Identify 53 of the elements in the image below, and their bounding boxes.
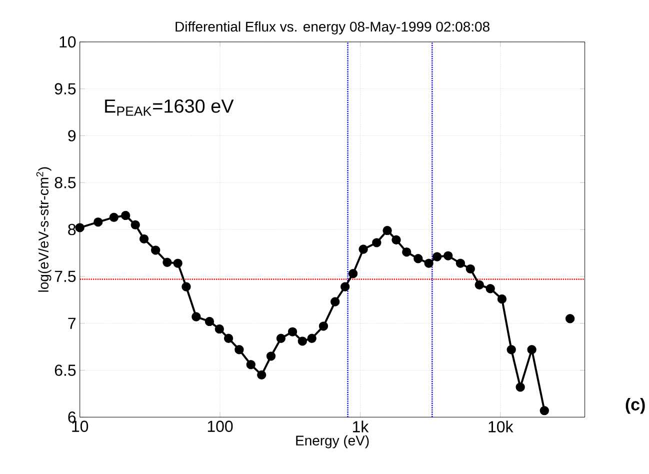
point	[497, 294, 507, 304]
y-tick-label: 6	[68, 411, 76, 423]
x-tick-label: 100	[208, 420, 233, 432]
point	[486, 284, 495, 294]
point	[224, 334, 234, 343]
point	[288, 327, 298, 336]
point	[266, 352, 276, 361]
point	[382, 226, 392, 236]
point	[109, 212, 118, 222]
point	[257, 370, 266, 380]
x-tick-label: 10k	[488, 420, 514, 432]
point	[182, 282, 191, 292]
point	[340, 282, 350, 292]
point	[414, 254, 423, 264]
y-tick-label: 10	[60, 36, 76, 48]
point	[246, 360, 256, 370]
y-tick-label: 6.5	[54, 364, 76, 376]
point	[506, 345, 516, 354]
point	[173, 258, 182, 268]
point	[276, 334, 286, 343]
point	[307, 334, 316, 343]
y-tick-label: 7.5	[54, 270, 76, 282]
point	[424, 258, 434, 268]
point	[444, 251, 453, 260]
y-tick-label: 9	[68, 130, 76, 142]
y-tick-label: 9.5	[54, 83, 76, 94]
y-tick-label: 8	[68, 224, 76, 236]
point	[474, 280, 484, 290]
point	[402, 247, 412, 257]
point	[214, 324, 224, 334]
point	[456, 258, 466, 268]
point	[150, 246, 160, 255]
y-tick-label: 8.5	[54, 176, 76, 188]
point	[330, 297, 340, 306]
annotation: E$_{PEAK}$=1630 eV	[105, 99, 234, 116]
x-tick-label: 1k	[353, 420, 369, 432]
point	[234, 345, 244, 354]
chart-title: Differential Eflux vs. energy 08-May-1999 02:08:08	[176, 21, 490, 34]
point	[527, 345, 536, 354]
point	[298, 336, 308, 346]
point	[130, 220, 140, 230]
y-axis-title: log(eV/eV-s-str-cm$^{2}$)	[36, 167, 52, 292]
point	[392, 235, 401, 244]
point	[204, 316, 214, 326]
point	[318, 322, 328, 331]
y-tick-label: 7	[68, 318, 76, 329]
point	[540, 406, 550, 416]
point	[162, 258, 172, 267]
text: (c)	[626, 398, 645, 414]
point	[372, 238, 382, 248]
point	[121, 210, 130, 220]
x-axis-title: Energy (eV)	[296, 435, 369, 448]
point	[466, 264, 475, 274]
